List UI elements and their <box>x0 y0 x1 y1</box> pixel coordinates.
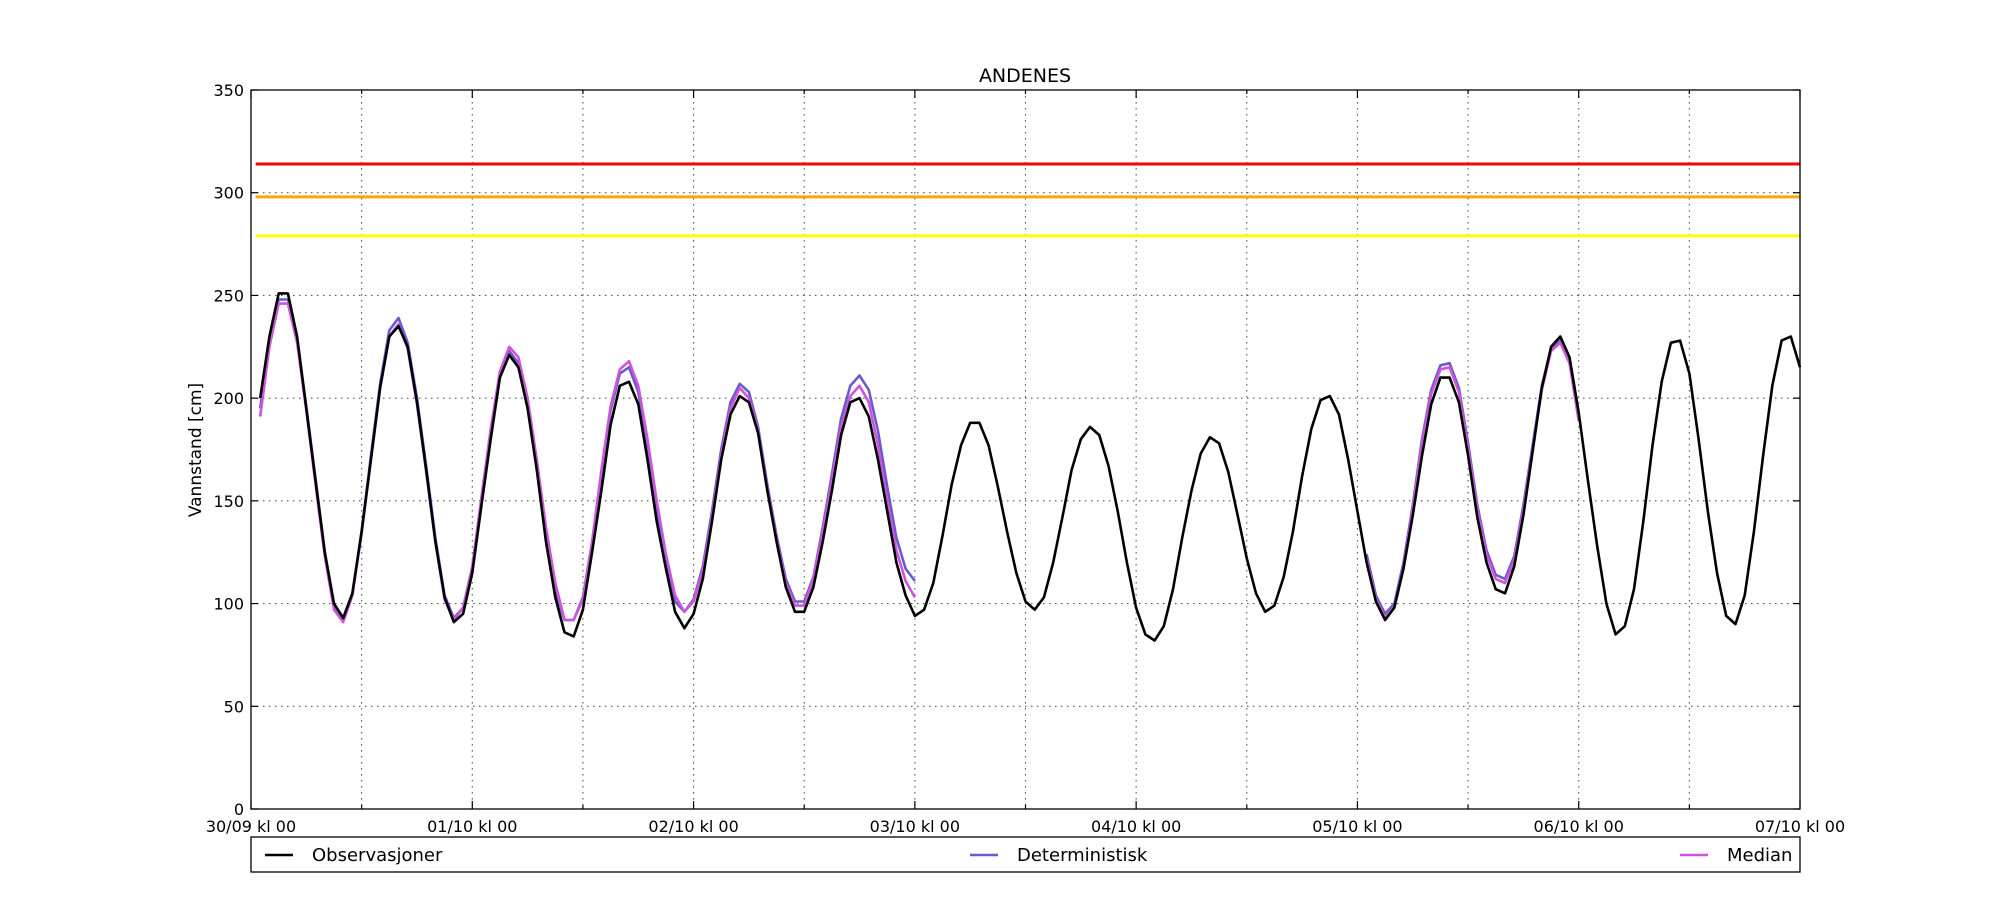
x-tick-label: 30/09 kl 00 <box>206 817 296 836</box>
legend-label: Deterministisk <box>1017 845 1148 866</box>
y-tick-label: 150 <box>213 492 244 511</box>
x-tick-label: 04/10 kl 00 <box>1091 817 1181 836</box>
y-tick-label: 250 <box>213 286 244 305</box>
y-axis: 0 50 100 150 200 250 300 350 <box>213 81 1800 819</box>
y-tick-label: 350 <box>213 81 244 100</box>
x-tick-label: 03/10 kl 00 <box>870 817 960 836</box>
chart-title: ANDENES <box>979 65 1071 87</box>
x-tick-label: 02/10 kl 00 <box>648 817 738 836</box>
legend-frame <box>250 836 1801 873</box>
x-tick-label: 05/10 kl 00 <box>1312 817 1402 836</box>
y-tick-label: 200 <box>213 389 244 408</box>
threshold-lines <box>255 162 1800 238</box>
x-axis: 30/09 kl 00 01/10 kl 00 02/10 kl 00 03/10 k… <box>206 90 1845 836</box>
legend-label: Observasjoner <box>312 845 443 866</box>
legend-label: Median <box>1727 845 1792 866</box>
x-tick-label: 07/10 kl 00 <box>1755 817 1845 836</box>
legend: Observasjoner Deterministisk Median <box>250 836 1801 873</box>
data-lines <box>258 292 1802 642</box>
y-tick-label: 50 <box>224 697 244 716</box>
x-tick-label: 01/10 kl 00 <box>427 817 517 836</box>
y-tick-label: 300 <box>213 184 244 203</box>
y-tick-label: 100 <box>213 595 244 614</box>
x-tick-label: 06/10 kl 00 <box>1534 817 1624 836</box>
y-tick-label: 0 <box>234 800 244 819</box>
series-line-observasjoner <box>258 292 1802 642</box>
grid <box>251 90 1800 809</box>
y-axis-label: Vannstand [cm] <box>186 383 206 517</box>
